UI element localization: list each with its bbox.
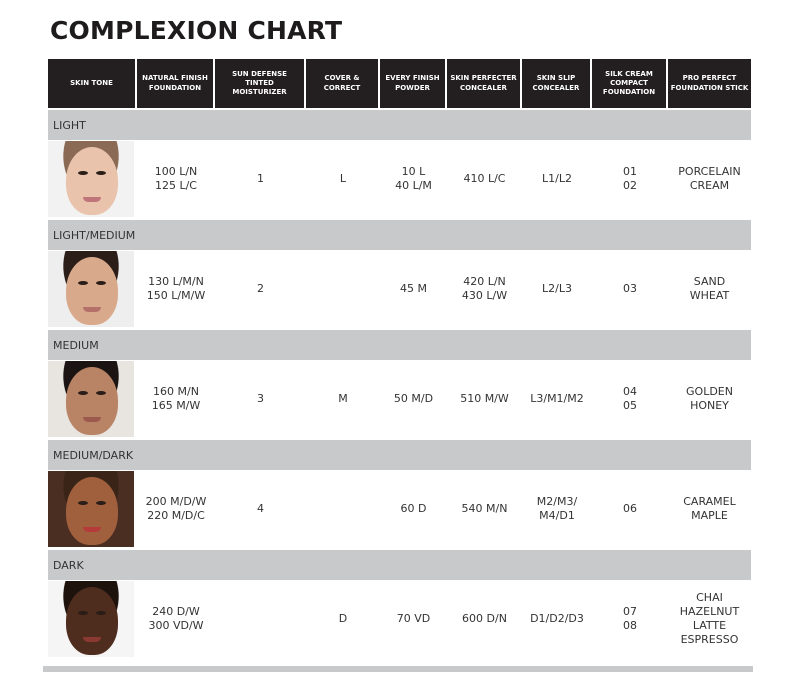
table-row: 130 L/M/N 150 L/M/W 2 45 M 420 L/N 430 L/W L…	[48, 250, 751, 328]
skin-tone-portrait	[48, 141, 134, 217]
shade-cell: SAND WHEAT	[689, 275, 730, 302]
group-header: MEDIUM	[48, 330, 751, 360]
complexion-table: SKIN TONE NATURAL FINISH FOUNDATION SUN …	[48, 59, 751, 658]
header-skin-perfecter-concealer: SKIN PERFECTER CONCEALER	[447, 59, 522, 108]
shade-cell: L3/M1/M2	[530, 392, 584, 405]
shade-cell: 510 M/W	[460, 392, 509, 405]
header-every-finish-powder: EVERY FINISH POWDER	[380, 59, 447, 108]
group-header: MEDIUM/DARK	[48, 440, 751, 470]
shade-cell: 60 D	[400, 502, 427, 515]
shade-cell: PORCELAIN CREAM	[678, 165, 741, 192]
shade-cell: 240 D/W 300 VD/W	[148, 605, 204, 632]
shade-cell: M2/M3/ M4/D1	[536, 495, 578, 522]
bottom-divider	[43, 666, 753, 672]
table-row: 100 L/N 125 L/C 1 L 10 L 40 L/M 410 L/C L1/L2…	[48, 140, 751, 218]
shade-cell	[215, 580, 306, 658]
shade-cell: 160 M/N 165 M/W	[151, 385, 201, 412]
shade-cell: 06	[623, 502, 637, 515]
page-title: COMPLEXION CHART	[50, 16, 343, 45]
table-header: SKIN TONE NATURAL FINISH FOUNDATION SUN …	[48, 59, 751, 108]
shade-cell: 600 D/N	[462, 612, 507, 625]
shade-cell: 04 05	[623, 385, 637, 412]
shade-cell: M	[338, 392, 348, 405]
shade-cell: 45 M	[400, 282, 427, 295]
shade-cell: 2	[257, 282, 264, 295]
header-cover-correct: COVER & CORRECT	[306, 59, 380, 108]
shade-cell	[306, 250, 380, 328]
shade-cell: 10 L 40 L/M	[395, 165, 432, 192]
shade-cell: L2/L3	[542, 282, 572, 295]
shade-cell: 540 M/N	[461, 502, 508, 515]
group-header: LIGHT/MEDIUM	[48, 220, 751, 250]
shade-cell: 4	[257, 502, 264, 515]
shade-cell: 70 VD	[396, 612, 431, 625]
skin-tone-portrait	[48, 251, 134, 327]
skin-tone-portrait	[48, 361, 134, 437]
header-silk-cream-compact: SILK CREAM COMPACT FOUNDATION	[592, 59, 668, 108]
shade-cell: CARAMEL MAPLE	[683, 495, 736, 522]
header-sun-defense: SUN DEFENSE TINTED MOISTURIZER	[215, 59, 306, 108]
shade-cell: D1/D2/D3	[530, 612, 584, 625]
header-skin-slip-concealer: SKIN SLIP CONCEALER	[522, 59, 592, 108]
shade-cell: 1	[257, 172, 264, 185]
group-header: DARK	[48, 550, 751, 580]
shade-cell: L1/L2	[542, 172, 572, 185]
shade-cell: L	[339, 172, 347, 185]
shade-cell: 130 L/M/N 150 L/M/W	[146, 275, 206, 302]
shade-cell: 03	[623, 282, 637, 295]
skin-tone-portrait	[48, 471, 134, 547]
skin-tone-portrait	[48, 581, 134, 657]
table-row: 160 M/N 165 M/W 3 M 50 M/D 510 M/W L3/M1/M2 04…	[48, 360, 751, 438]
shade-cell: 200 M/D/W 220 M/D/C	[145, 495, 207, 522]
header-pro-perfect-stick: PRO PERFECT FOUNDATION STICK	[668, 59, 751, 108]
shade-cell: 07 08	[623, 605, 637, 632]
shade-cell: 50 M/D	[393, 392, 434, 405]
shade-cell: 01 02	[623, 165, 637, 192]
shade-cell: D	[338, 612, 348, 625]
shade-cell: 100 L/N 125 L/C	[154, 165, 198, 192]
header-natural-finish-foundation: NATURAL FINISH FOUNDATION	[137, 59, 215, 108]
table-row: 240 D/W 300 VD/W D 70 VD 600 D/N D1/D2/D3 07 …	[48, 580, 751, 658]
shade-cell: 420 L/N 430 L/W	[461, 275, 508, 302]
group-header: LIGHT	[48, 110, 751, 140]
shade-cell	[306, 470, 380, 548]
shade-cell: GOLDEN HONEY	[686, 385, 733, 412]
table-row: 200 M/D/W 220 M/D/C 4 60 D 540 M/N M2/M3/ M4…	[48, 470, 751, 548]
table-body: LIGHT 100 L/N 125 L/C 1 L 10 L 40 L/M 410 L/…	[48, 110, 751, 658]
shade-cell: CHAI HAZELNUT LATTE ESPRESSO	[679, 591, 740, 646]
header-skin-tone: SKIN TONE	[48, 59, 137, 108]
shade-cell: 3	[257, 392, 264, 405]
shade-cell: 410 L/C	[463, 172, 506, 185]
